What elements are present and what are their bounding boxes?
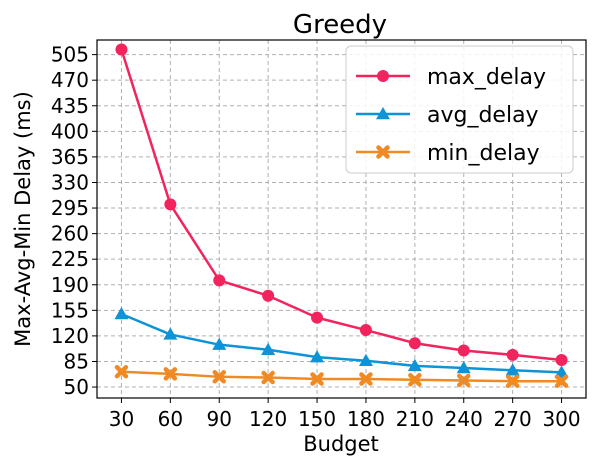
y-tick-label: 295 — [51, 196, 89, 220]
data-point — [163, 367, 178, 381]
series-line — [120, 312, 562, 374]
data-point — [505, 374, 520, 388]
x-axis-label: Budget — [303, 432, 379, 456]
series-max_delay — [115, 43, 568, 367]
data-point — [163, 327, 178, 340]
data-point — [506, 348, 519, 361]
y-tick-label: 225 — [51, 247, 89, 271]
legend-marker — [377, 70, 389, 82]
x-tick-label: 300 — [542, 407, 580, 431]
data-point — [407, 358, 422, 372]
x-tick-label: 150 — [298, 407, 336, 431]
series-line — [121, 370, 562, 383]
data-point — [408, 337, 421, 350]
x-tick-label: 120 — [249, 407, 287, 431]
plot-frame — [96, 39, 587, 399]
data-point — [359, 324, 372, 337]
data-point — [457, 344, 470, 357]
y-tick-label: 260 — [51, 222, 89, 246]
legend-item-max_delay: max_delay — [356, 65, 546, 90]
data-point — [114, 306, 129, 320]
x-tick-label: 270 — [494, 407, 532, 431]
y-tick-label: 435 — [51, 94, 89, 118]
data-point — [457, 373, 471, 388]
legend-item-avg_delay: avg_delay — [356, 103, 539, 128]
y-tick-label: 505 — [51, 43, 89, 67]
data-point — [261, 370, 275, 385]
x-axis: 30 60 90 120 150 180 210 240 270 300 — [109, 398, 581, 431]
x-tick-label: 60 — [158, 407, 183, 431]
data-point — [213, 274, 226, 287]
legend-label: avg_delay — [427, 103, 539, 128]
legend: max_delay avg_delay min_delay — [345, 45, 574, 174]
y-tick-label: 365 — [51, 145, 89, 169]
y-tick-label: 50 — [64, 375, 89, 399]
data-point — [212, 370, 226, 384]
data-point — [115, 43, 128, 56]
chart-title: Greedy — [293, 10, 387, 40]
x-tick-label: 210 — [396, 407, 434, 431]
y-axis-label: Max-Avg-Min Delay (ms) — [11, 91, 35, 347]
y-tick-label: 400 — [51, 119, 89, 143]
series-line — [120, 49, 562, 362]
x-tick-label: 180 — [347, 407, 385, 431]
legend-marker — [376, 107, 390, 120]
data-point — [359, 372, 373, 386]
series-layer — [114, 43, 569, 388]
data-point — [408, 372, 422, 387]
x-tick-label: 90 — [207, 407, 232, 431]
data-point — [311, 311, 324, 324]
data-point — [456, 361, 471, 374]
data-point — [114, 364, 129, 379]
data-point — [555, 354, 568, 367]
y-tick-label: 85 — [64, 349, 89, 373]
data-point — [358, 353, 373, 366]
y-tick-label: 470 — [51, 68, 89, 92]
data-point — [212, 337, 227, 350]
data-point — [310, 372, 324, 386]
data-point — [310, 350, 325, 363]
series-avg_delay — [114, 306, 569, 378]
data-point — [505, 363, 520, 376]
data-point — [164, 198, 177, 211]
y-tick-label: 190 — [51, 273, 89, 297]
x-tick-label: 30 — [109, 407, 134, 431]
data-point — [554, 374, 569, 388]
legend-marker — [376, 145, 390, 159]
legend-label: max_delay — [427, 65, 546, 90]
data-point — [262, 289, 275, 302]
y-tick-label: 120 — [51, 324, 89, 348]
legend-box — [345, 45, 574, 174]
y-tick-label: 330 — [51, 170, 89, 194]
data-point — [261, 342, 276, 356]
y-tick-label: 155 — [51, 298, 89, 322]
x-tick-label: 240 — [445, 407, 483, 431]
legend-item-min_delay: min_delay — [356, 141, 540, 166]
legend-label: min_delay — [427, 141, 540, 166]
data-point — [554, 365, 569, 378]
series-min_delay — [114, 364, 569, 388]
